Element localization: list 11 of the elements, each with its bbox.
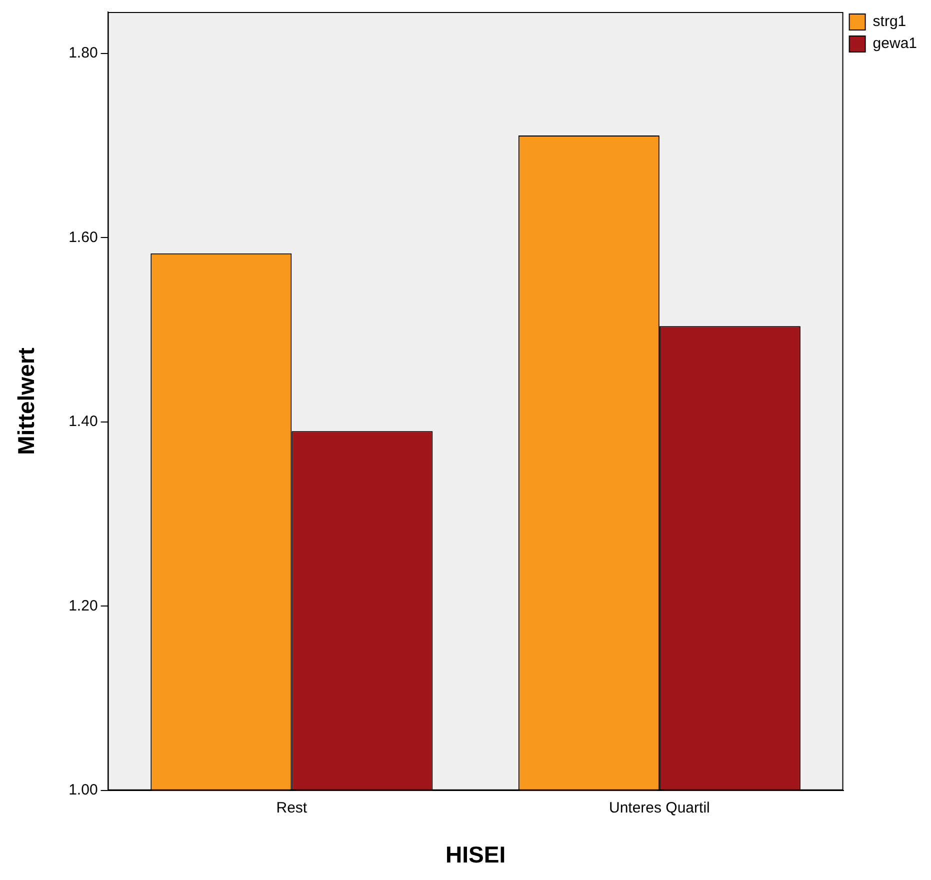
y-tick-label: 1.60 (68, 228, 98, 246)
y-tick-label: 1.00 (68, 782, 98, 799)
x-axis-title: HISEI (446, 842, 506, 868)
x-tick-label: Rest (276, 800, 308, 817)
y-tick-label: 1.20 (68, 597, 98, 614)
legend-label: strg1 (872, 13, 906, 30)
y-axis-title: Mittelwert (13, 347, 40, 455)
x-tick-label: Unteres Quartil (608, 800, 710, 817)
legend-label: gewa1 (872, 35, 917, 52)
y-tick-label: 1.40 (68, 413, 98, 430)
y-tick-label: 1.80 (68, 44, 98, 62)
